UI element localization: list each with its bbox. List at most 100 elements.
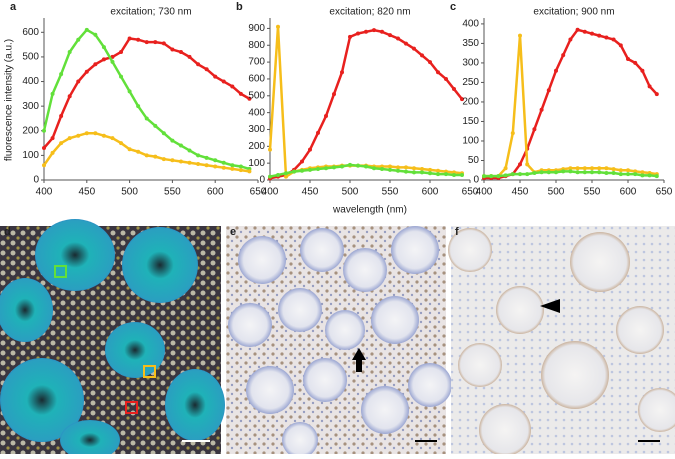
- data-point: [404, 169, 408, 174]
- data-point: [340, 70, 344, 75]
- data-point: [496, 174, 501, 179]
- data-point: [101, 57, 106, 62]
- data-point: [230, 163, 235, 168]
- y-tick-label: 500: [22, 52, 39, 63]
- data-point: [604, 170, 609, 175]
- data-point: [460, 97, 464, 102]
- data-point: [110, 59, 115, 64]
- data-point: [640, 173, 645, 178]
- x-tick-label: 400: [36, 187, 53, 198]
- data-point: [187, 148, 192, 153]
- data-point: [364, 29, 368, 34]
- data-point: [316, 167, 320, 172]
- x-tick-label: 550: [382, 187, 399, 198]
- series-line: [43, 37, 251, 149]
- data-point: [436, 168, 440, 173]
- data-point: [618, 168, 623, 173]
- data-point: [518, 33, 522, 38]
- panel-f: [448, 226, 675, 456]
- data-point: [626, 172, 630, 177]
- data-point: [539, 107, 544, 112]
- data-point: [626, 168, 630, 173]
- data-point: [332, 92, 336, 97]
- data-point: [604, 166, 609, 171]
- y-tick-label: 200: [462, 97, 479, 108]
- data-point: [50, 150, 55, 155]
- data-point: [268, 174, 272, 179]
- data-point: [546, 170, 551, 175]
- panel-label: f: [455, 226, 459, 238]
- data-point: [93, 131, 98, 136]
- data-point: [356, 163, 360, 168]
- data-point: [597, 33, 602, 38]
- data-point: [396, 168, 400, 173]
- panel-label: a: [10, 1, 17, 13]
- y-tick-label: 150: [462, 116, 479, 127]
- data-point: [238, 168, 243, 173]
- data-point: [136, 149, 141, 154]
- data-point: [444, 172, 448, 177]
- data-point: [276, 24, 280, 29]
- data-point: [119, 141, 124, 146]
- data-point: [647, 84, 652, 89]
- data-point: [247, 169, 252, 174]
- data-point: [59, 114, 64, 118]
- data-point: [196, 162, 201, 166]
- data-point: [575, 27, 580, 32]
- x-tick-label: 500: [548, 187, 565, 198]
- data-point: [575, 170, 580, 175]
- data-point: [380, 167, 384, 172]
- data-point: [230, 84, 235, 89]
- data-point: [59, 72, 64, 77]
- data-point: [633, 60, 638, 65]
- data-point: [332, 165, 336, 170]
- x-tick-label: 500: [121, 187, 138, 198]
- data-point: [575, 166, 580, 171]
- data-point: [525, 162, 530, 167]
- data-point: [452, 87, 456, 92]
- panel-label: b: [236, 1, 243, 13]
- x-tick-label: 450: [302, 187, 319, 198]
- x-tick-label: 600: [207, 187, 224, 198]
- data-point: [170, 158, 175, 163]
- y-tick-label: 200: [248, 141, 265, 152]
- data-point: [404, 165, 408, 170]
- data-point: [428, 60, 432, 65]
- data-point: [67, 94, 72, 99]
- data-point: [292, 169, 296, 174]
- data-point: [654, 174, 659, 179]
- x-tick-label: 650: [250, 187, 267, 198]
- data-point: [316, 130, 320, 135]
- data-point: [153, 123, 158, 128]
- x-tick-label: 550: [584, 187, 601, 198]
- data-point: [84, 131, 89, 136]
- data-point: [503, 173, 508, 178]
- data-point: [196, 62, 201, 67]
- y-tick-label: 500: [248, 90, 265, 101]
- data-point: [42, 163, 46, 168]
- data-point: [213, 164, 218, 169]
- data-point: [247, 96, 252, 101]
- y-tick-label: 600: [22, 27, 39, 38]
- data-point: [372, 28, 376, 33]
- data-point: [144, 116, 149, 121]
- data-point: [213, 74, 218, 79]
- data-point: [568, 169, 573, 174]
- y-tick-label: 300: [462, 58, 479, 69]
- data-point: [204, 67, 209, 72]
- y-tick-label: 900: [248, 23, 265, 34]
- data-point: [42, 128, 46, 133]
- data-point: [388, 33, 392, 38]
- data-point: [597, 170, 602, 175]
- y-tick-label: 250: [462, 77, 479, 88]
- x-tick-label: 450: [78, 187, 95, 198]
- panel-d: [0, 219, 225, 459]
- data-point: [420, 170, 424, 175]
- data-point: [482, 174, 486, 179]
- data-point: [119, 74, 124, 79]
- data-point: [221, 160, 226, 165]
- data-point: [356, 31, 360, 36]
- data-point: [324, 114, 328, 118]
- data-point: [436, 70, 440, 75]
